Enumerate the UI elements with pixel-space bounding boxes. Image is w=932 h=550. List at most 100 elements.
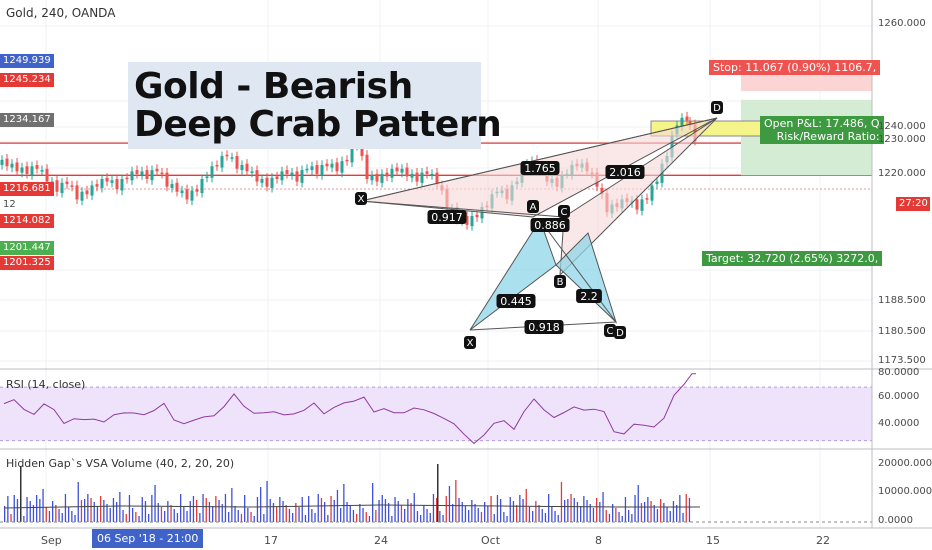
candle-body bbox=[345, 159, 349, 162]
volume-bar bbox=[256, 497, 259, 522]
volume-bar bbox=[384, 499, 387, 522]
ratio-xa: 0.917 bbox=[427, 210, 467, 224]
target-label[interactable]: Target: 32.720 (2.65%) 3272.0, bbox=[702, 251, 883, 266]
candle-body bbox=[340, 161, 344, 173]
stop-label[interactable]: Stop: 11.067 (0.90%) 1106.7, bbox=[709, 60, 881, 75]
candle-body bbox=[75, 185, 79, 200]
volume-bar bbox=[548, 494, 550, 522]
volume-bar bbox=[426, 509, 428, 522]
volume-bar bbox=[288, 509, 291, 522]
volume-bar bbox=[448, 486, 451, 522]
candle-body bbox=[250, 171, 254, 173]
rsi-label[interactable]: RSI (14, close) bbox=[6, 378, 86, 391]
volume-bar bbox=[327, 515, 329, 522]
rsi-line bbox=[3, 373, 696, 445]
candle-body bbox=[430, 173, 434, 176]
candle-body bbox=[465, 215, 469, 225]
candle-body bbox=[190, 190, 194, 201]
volume-bar bbox=[455, 480, 457, 522]
volume-bar bbox=[253, 516, 255, 522]
candle-body bbox=[670, 135, 674, 158]
candle-body bbox=[425, 171, 429, 174]
volume-bar bbox=[346, 502, 348, 522]
volume-bar bbox=[660, 499, 662, 522]
volume-bar bbox=[397, 501, 399, 522]
volume-bar bbox=[36, 495, 38, 522]
candle-body bbox=[40, 170, 44, 172]
small-point-d: D bbox=[614, 326, 626, 339]
price-tag: 12 bbox=[0, 198, 20, 212]
crab-xc-leg bbox=[360, 200, 565, 218]
big-point-c: C bbox=[558, 205, 570, 218]
volume-bar bbox=[356, 514, 358, 522]
volume-bar bbox=[237, 510, 239, 522]
price-tag: 1201.447 bbox=[0, 241, 54, 255]
symbol-legend[interactable]: Gold, 240, OANDA bbox=[6, 6, 116, 20]
volume-bar bbox=[436, 498, 438, 522]
volume-bar bbox=[23, 516, 25, 522]
time-tick: Oct bbox=[481, 534, 501, 547]
volume-bar bbox=[148, 514, 150, 522]
candle-body bbox=[265, 177, 269, 187]
volume-bar bbox=[592, 508, 595, 522]
volume-bar bbox=[413, 493, 415, 522]
volume-bar bbox=[71, 511, 73, 522]
volume-bar bbox=[224, 494, 227, 522]
cursor-time-label: 06 Sep '18 - 21:00 bbox=[92, 529, 204, 548]
ratio-xd-bg bbox=[520, 161, 560, 175]
ratio-small-xb-bg bbox=[496, 294, 536, 308]
candle-body bbox=[305, 168, 309, 171]
volume-bar bbox=[320, 498, 323, 522]
volume-spike bbox=[20, 466, 22, 522]
volume-bar bbox=[375, 510, 377, 522]
volume-bar bbox=[304, 515, 307, 522]
candle-body bbox=[385, 172, 389, 177]
volume-bar bbox=[439, 511, 441, 522]
volume-bar bbox=[74, 515, 76, 522]
volume-tick: 10000.0000 bbox=[878, 486, 932, 497]
title-line-2: Deep Crab Pattern bbox=[134, 104, 502, 145]
candle-body bbox=[90, 185, 94, 196]
volume-bar bbox=[416, 511, 419, 522]
volume-bar bbox=[314, 513, 316, 522]
open-pnl-label[interactable]: Open P&L: 17.486, Q Risk/Reward Ratio: bbox=[760, 116, 884, 144]
volume-bar bbox=[4, 506, 6, 522]
volume-bar bbox=[407, 499, 409, 522]
volume-bar bbox=[279, 497, 281, 522]
volume-label[interactable]: Hidden Gap`s VSA Volume (40, 2, 20, 20) bbox=[6, 457, 235, 470]
volume-bar bbox=[503, 512, 505, 522]
volume-bar bbox=[192, 496, 195, 522]
volume-bar bbox=[528, 507, 531, 522]
ratio-bd: 2.016 bbox=[605, 165, 645, 179]
volume-bar bbox=[45, 507, 47, 522]
volume-bar bbox=[125, 514, 127, 522]
volume-bar bbox=[532, 511, 534, 522]
volume-bar bbox=[135, 512, 137, 522]
candle-body bbox=[30, 166, 34, 176]
candle-body bbox=[15, 162, 19, 172]
candle-body bbox=[145, 170, 149, 179]
ratio-small-xd-text: 0.918 bbox=[528, 321, 560, 334]
candle-body bbox=[365, 154, 369, 179]
candle-body bbox=[165, 172, 169, 187]
volume-bar bbox=[445, 496, 447, 522]
candle-body bbox=[225, 154, 229, 157]
volume-bar bbox=[612, 504, 614, 522]
volume-bar bbox=[42, 489, 44, 522]
volume-bar bbox=[365, 512, 367, 522]
candle-body bbox=[210, 166, 214, 178]
small-point-d-text: D bbox=[616, 328, 624, 339]
volume-bar bbox=[650, 501, 652, 522]
small-point-c: C bbox=[604, 324, 616, 337]
volume-bar bbox=[352, 510, 355, 522]
volume-bar bbox=[234, 506, 236, 522]
time-tick: 15 bbox=[706, 534, 720, 547]
volume-bar bbox=[519, 495, 521, 522]
volume-bar bbox=[525, 489, 527, 522]
big-point-a-text: A bbox=[530, 202, 537, 213]
candle-body bbox=[655, 181, 659, 185]
big-point-a-bg bbox=[527, 200, 539, 213]
candle-body bbox=[310, 166, 314, 171]
